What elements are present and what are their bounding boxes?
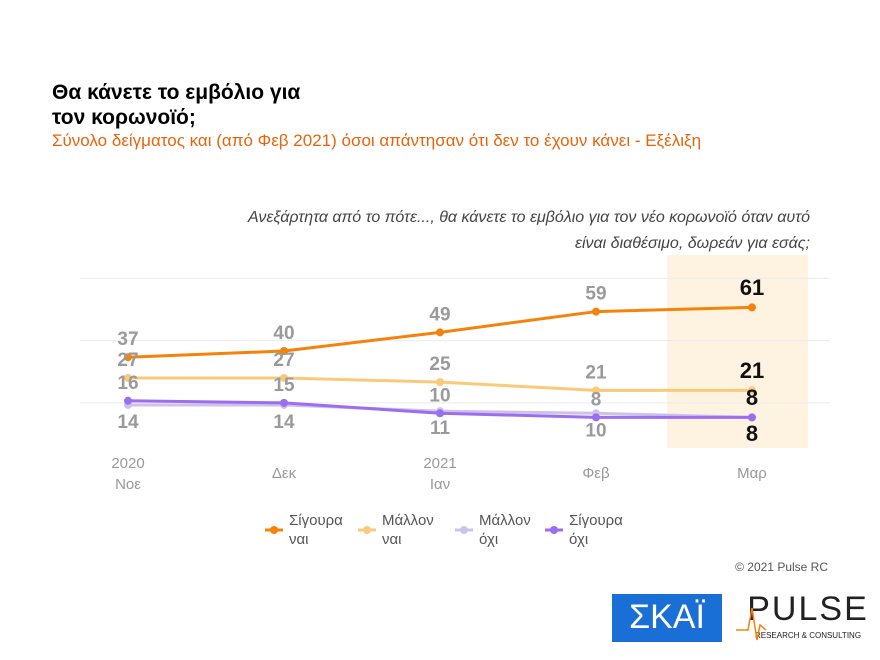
value-label: 61 xyxy=(740,275,764,300)
value-label: 49 xyxy=(429,304,450,325)
copyright: © 2021 Pulse RC xyxy=(735,560,828,574)
value-label: 15 xyxy=(273,375,295,396)
point xyxy=(748,386,756,395)
question: Ανεξάρτητα από το πότε..., θα κάνετε το … xyxy=(247,209,810,252)
logo-left-box xyxy=(612,594,722,642)
legend-word: όχι xyxy=(479,531,498,548)
point xyxy=(124,396,132,405)
value-label: 14 xyxy=(273,412,295,433)
value-label: 59 xyxy=(585,284,606,305)
x-tick-label: Ιαν xyxy=(430,476,450,493)
highlight-column xyxy=(667,255,808,448)
point xyxy=(124,353,132,362)
x-tick-label: Φεβ xyxy=(582,465,610,482)
point xyxy=(592,386,600,395)
question-box: Ανεξάρτητα από το πότε..., θα κάνετε το … xyxy=(247,209,810,252)
value-label: 11 xyxy=(430,418,451,439)
value-label: 16 xyxy=(117,373,138,394)
x-tick-year: 2020 xyxy=(111,455,144,472)
point xyxy=(436,328,444,337)
value-label: 27 xyxy=(117,350,138,371)
chart-title: Θα κάνετε το εμβόλιο για τον κορωνοϊό; xyxy=(52,81,301,129)
x-tick-label: Μαρ xyxy=(737,465,767,482)
legend-label: Σίγουρα όχι xyxy=(569,512,623,548)
value-label: 37 xyxy=(117,329,138,350)
point xyxy=(592,307,600,316)
value-label: 21 xyxy=(585,362,607,383)
point xyxy=(436,409,444,418)
x-tick-label: Νοε xyxy=(115,476,141,493)
value-label: 8 xyxy=(746,385,758,410)
legend-word: Μάλλον xyxy=(479,512,531,529)
value-label: 8 xyxy=(746,421,758,446)
point xyxy=(748,413,756,422)
legend-dot xyxy=(270,526,278,534)
value-label: 25 xyxy=(429,354,451,375)
legend-word: ναι xyxy=(289,531,309,548)
legend-word: όχι xyxy=(569,531,588,548)
point xyxy=(280,398,288,407)
logo-right: PULSE xyxy=(747,590,869,628)
value-label: 27 xyxy=(273,350,294,371)
logo-pulse-icon xyxy=(736,607,767,641)
point xyxy=(436,378,444,387)
legend-dot xyxy=(363,526,371,534)
legend-word: Σίγουρα xyxy=(569,512,623,529)
x-tick-year: 2021 xyxy=(423,455,456,472)
legend-label: Μάλλον όχι xyxy=(479,512,531,548)
value-label: 10 xyxy=(585,420,606,441)
point xyxy=(748,303,756,312)
value-label: 8 xyxy=(591,389,602,410)
value-label: 40 xyxy=(273,323,294,344)
value-label: 21 xyxy=(740,358,764,383)
header-box: Θα κάνετε το εμβόλιο για τον κορωνοϊό; Σ… xyxy=(52,80,752,152)
legend-dot xyxy=(460,526,468,534)
point xyxy=(280,347,288,355)
legend-word: Σίγουρα xyxy=(289,512,343,529)
legend-word: Μάλλον xyxy=(382,512,434,529)
legend-label: Σίγουρα ναι xyxy=(289,512,343,548)
point xyxy=(592,413,600,422)
value-label: 14 xyxy=(117,412,139,433)
point xyxy=(124,373,132,382)
point xyxy=(280,373,288,382)
legend-word: ναι xyxy=(382,531,402,548)
legend-label: Μάλλον ναι xyxy=(382,512,434,548)
header: Θα κάνετε το εμβόλιο για τον κορωνοϊό; Σ… xyxy=(52,80,752,152)
value-label: 10 xyxy=(429,385,450,406)
logo-right-sub: RESEARCH & CONSULTING xyxy=(755,631,861,640)
logo-left: ΣΚΑΪ xyxy=(629,598,705,636)
x-tick-label: Δεκ xyxy=(272,465,297,482)
legend-dot xyxy=(550,526,558,534)
chart-subtitle: Σύνολο δείγματος και (από Φεβ 2021) όσοι… xyxy=(52,131,702,150)
